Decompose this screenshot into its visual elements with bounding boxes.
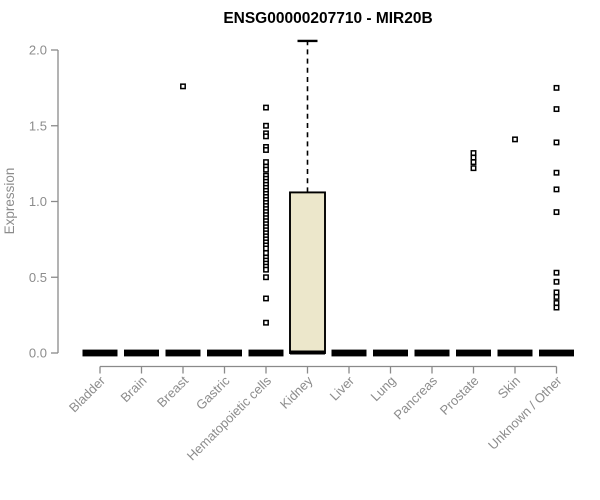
box-Kidney — [289, 191, 326, 354]
x-tick-label: Liver — [327, 373, 358, 404]
x-tick-label: Brain — [118, 373, 150, 405]
outlier-point — [553, 289, 560, 296]
y-tick-label: 1.5 — [29, 118, 47, 133]
y-tick-label: 0.0 — [29, 346, 47, 361]
x-tick-label: Lung — [368, 373, 399, 404]
x-tick-label: Unknown / Other — [485, 373, 565, 453]
outlier-point — [263, 245, 269, 252]
outlier-point — [553, 186, 560, 193]
flat-box-Unknown / Other — [539, 349, 574, 357]
x-tick-label: Kidney — [277, 373, 316, 412]
flat-box-Brain — [124, 349, 159, 357]
outlier-point — [263, 250, 269, 256]
outlier-point — [553, 84, 560, 91]
outlier-point — [263, 274, 269, 281]
outlier-point — [263, 133, 269, 140]
y-axis-label: Expression — [2, 168, 17, 235]
outlier-point — [470, 159, 477, 166]
chart-title: ENSG00000207710 - MIR20B — [223, 10, 432, 27]
outlier-point — [263, 159, 269, 166]
outlier-point — [553, 300, 560, 306]
x-tick-label: Bladder — [66, 373, 109, 416]
outlier-point — [553, 293, 560, 300]
outlier-point — [180, 83, 186, 90]
outlier-point — [263, 122, 269, 129]
outlier-point — [263, 266, 269, 273]
y-tick-label: 2.0 — [29, 43, 47, 58]
x-tick-label: Breast — [154, 373, 191, 410]
plot-area: 0.0 0.5 1.0 1.5 2.0 Bladder Brain Breast Gastric… — [29, 39, 574, 463]
outlier-point — [263, 295, 269, 302]
flat-box-Hematopoietic cells — [248, 349, 284, 357]
y-tick-label: 1.0 — [29, 194, 47, 209]
outlier-point — [263, 147, 269, 153]
outlier-point — [470, 154, 477, 161]
outlier-point — [553, 209, 560, 216]
outlier-point — [263, 319, 269, 326]
outlier-point — [553, 304, 560, 311]
y-tick-label: 0.5 — [29, 270, 47, 285]
outlier-point — [553, 269, 560, 276]
outlier-point — [470, 150, 477, 156]
outlier-point — [512, 136, 518, 143]
outlier-point — [263, 166, 269, 173]
outlier-point — [553, 169, 560, 176]
flat-box-Lung — [373, 349, 408, 357]
flat-box-Skin — [497, 349, 533, 357]
outlier-point — [553, 106, 560, 113]
x-tick-label: Pancreas — [391, 373, 441, 423]
flat-box-Bladder — [82, 349, 118, 357]
flat-box-Pancreas — [414, 349, 450, 357]
flat-box-Gastric — [207, 349, 242, 357]
outlier-point — [470, 165, 477, 172]
x-tick-label: Prostate — [437, 373, 482, 418]
flat-box-Prostate — [456, 349, 491, 357]
outlier-point — [553, 278, 560, 285]
flat-box-Breast — [165, 349, 201, 357]
flat-box-Liver — [331, 349, 367, 357]
outlier-point — [263, 104, 269, 111]
x-tick-label: Gastric — [193, 373, 233, 413]
outlier-point — [553, 139, 560, 146]
x-tick-label: Skin — [495, 373, 523, 401]
